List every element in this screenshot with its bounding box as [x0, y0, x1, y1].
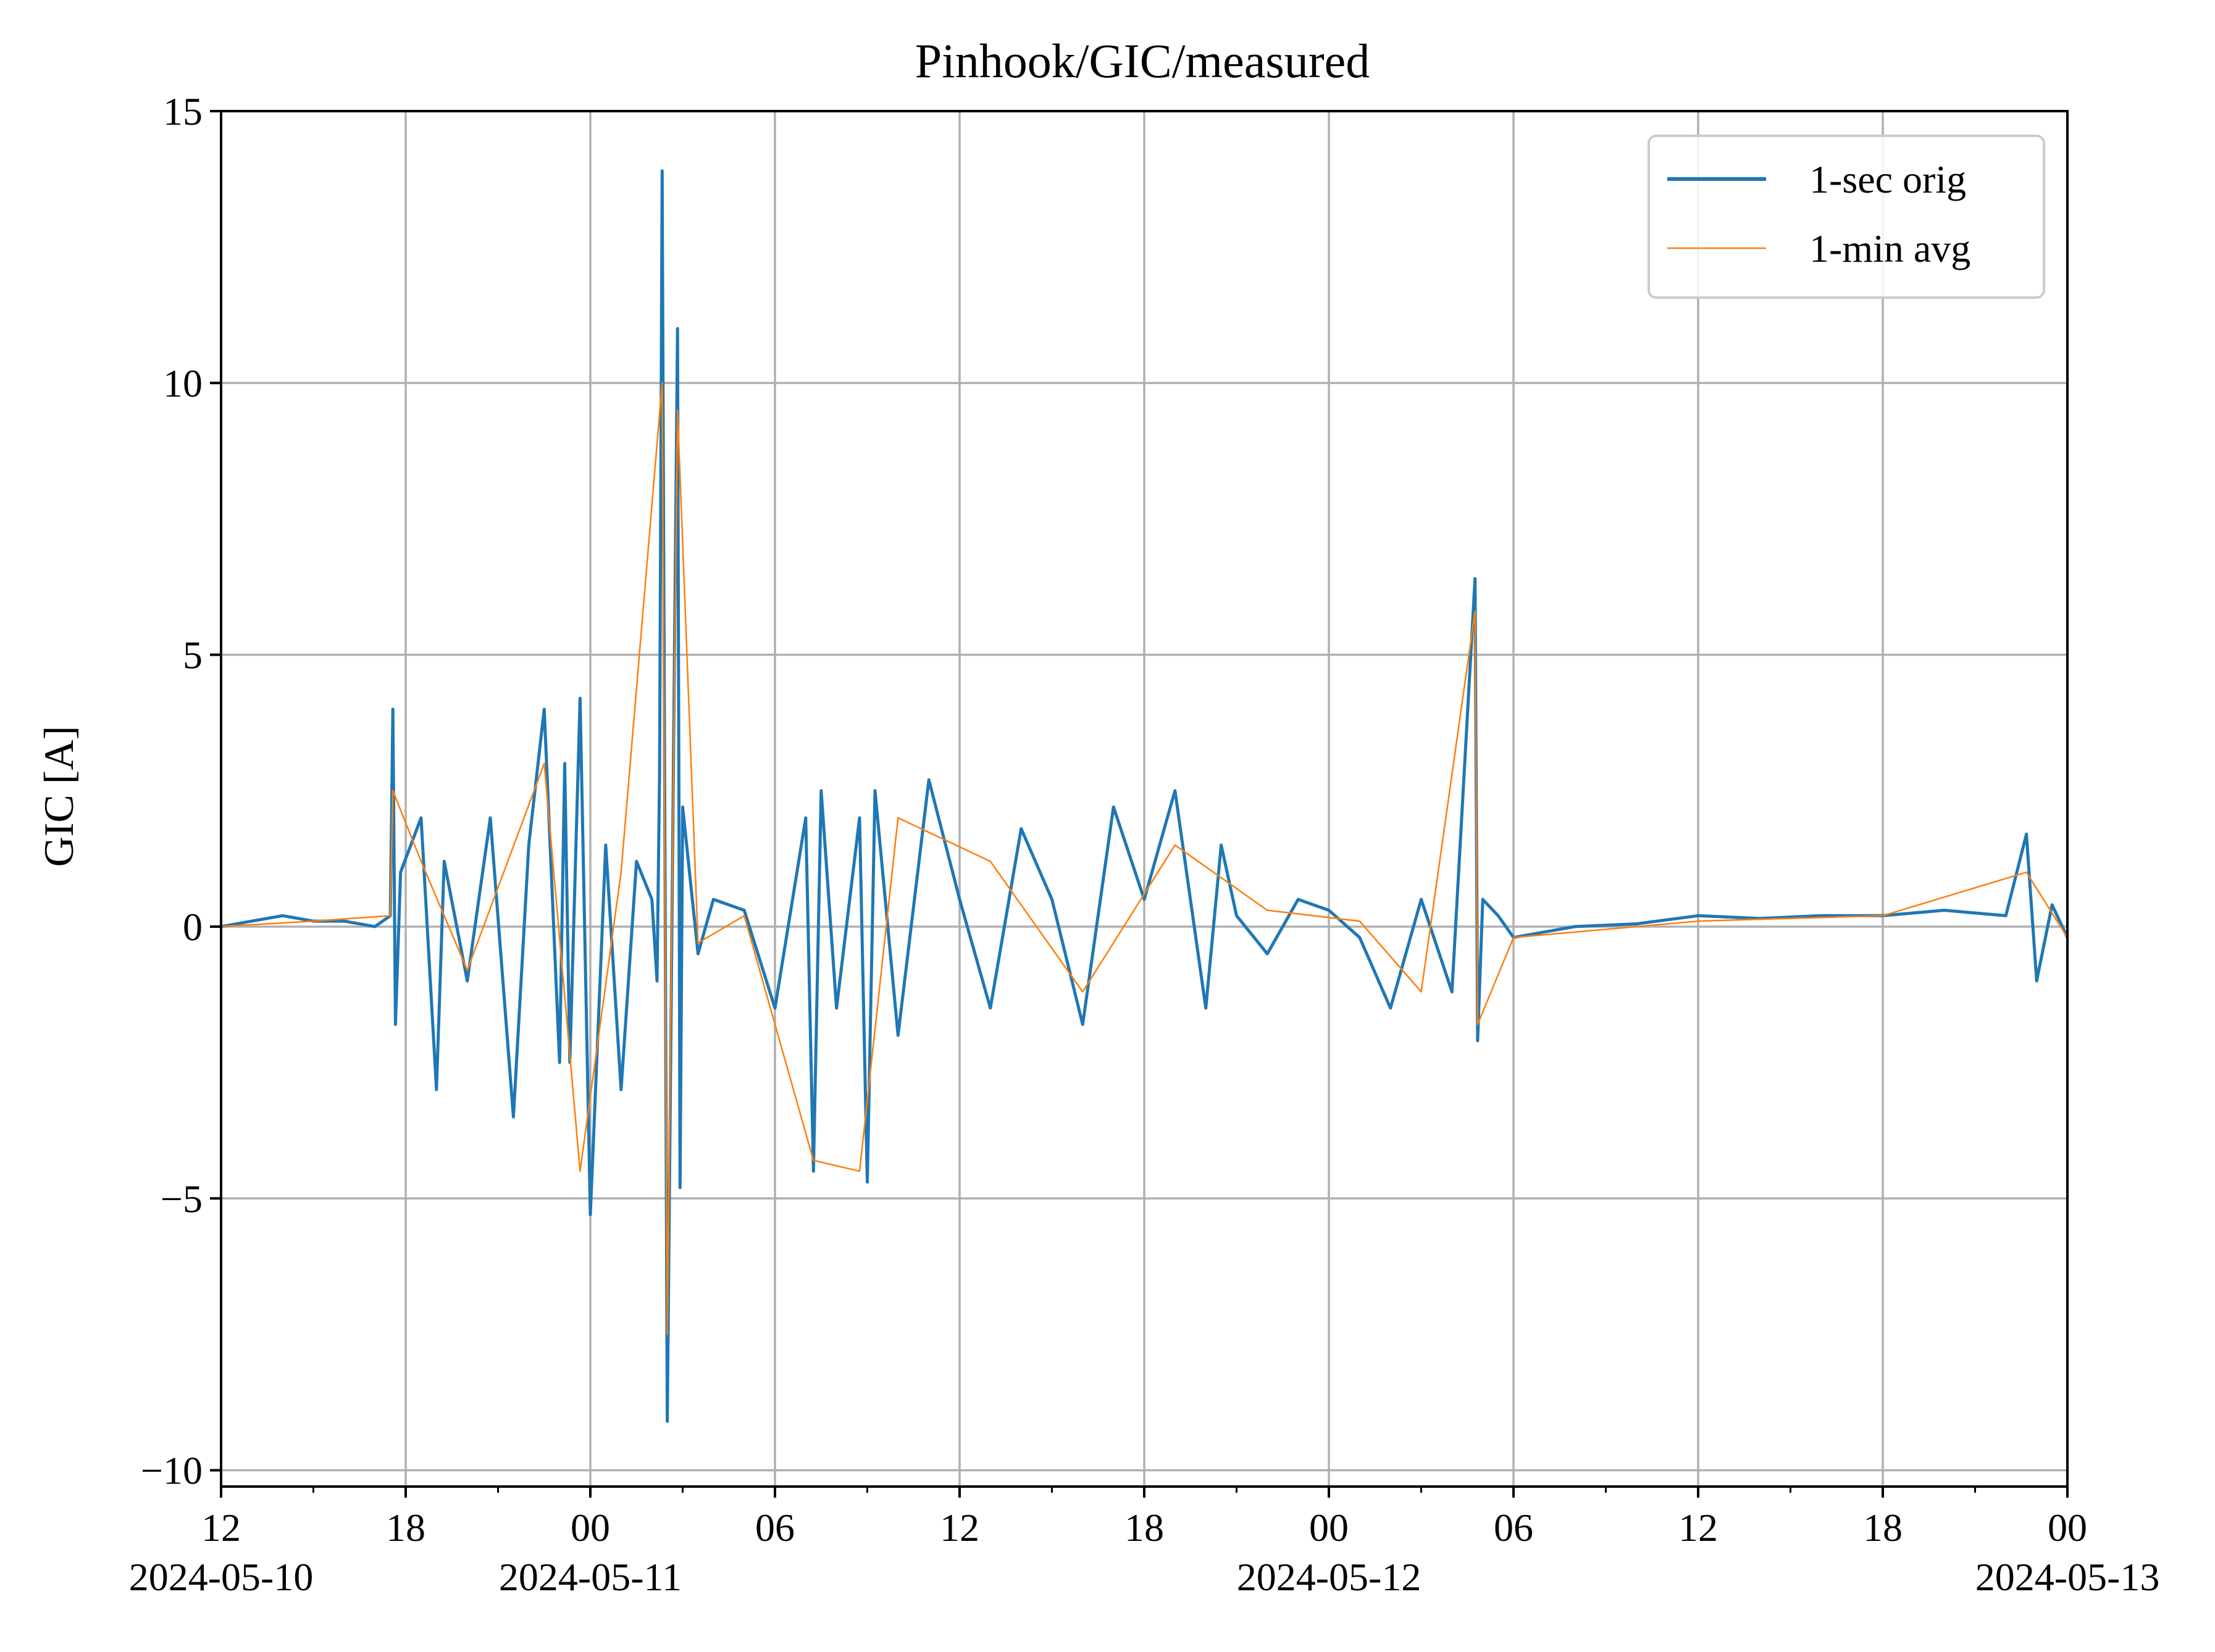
x-tick-label: 12 [201, 1506, 241, 1550]
x-tick-label: 00 [1309, 1506, 1349, 1550]
x-tick-label: 12 [940, 1506, 979, 1550]
y-tick-label: 5 [183, 633, 203, 677]
y-tick-label: −5 [161, 1177, 203, 1220]
legend-label-1-sec-orig: 1-sec orig [1809, 157, 1966, 201]
x-tick-date-label: 2024-05-10 [129, 1555, 314, 1599]
y-tick-label: 15 [163, 90, 203, 133]
x-tick-date-label: 2024-05-12 [1237, 1555, 1422, 1599]
x-tick-label: 00 [2048, 1506, 2087, 1550]
y-axis: 15 10 5 0 −5 −10 [141, 90, 221, 1493]
y-tick-label: 0 [183, 905, 203, 949]
x-tick-label: 18 [1863, 1506, 1903, 1550]
legend: 1-sec orig 1-min avg [1648, 135, 2045, 299]
x-axis: 12 2024-05-10 18 00 2024-05-11 06 12 18 00 2024-0… [129, 1487, 2160, 1599]
y-tick-label: −10 [141, 1449, 203, 1493]
x-tick-label: 00 [571, 1506, 610, 1550]
x-tick-label: 06 [1494, 1506, 1533, 1550]
chart-title: Pinhook/GIC/measured [915, 34, 1370, 88]
y-tick-label: 10 [163, 361, 203, 405]
y-axis-label: GIC [A] [35, 726, 82, 867]
x-tick-label: 18 [1124, 1506, 1164, 1550]
x-tick-date-label: 2024-05-11 [499, 1555, 682, 1599]
x-tick-label: 18 [386, 1506, 425, 1550]
x-tick-label: 06 [755, 1506, 795, 1550]
grid [220, 110, 2069, 1487]
series-line-1-sec-orig [220, 169, 2069, 1423]
legend-box [1648, 135, 2045, 299]
legend-label-1-min-avg: 1-min avg [1809, 227, 1970, 270]
series-line-1-min-avg [220, 382, 2069, 1335]
x-tick-label: 12 [1678, 1506, 1718, 1550]
series-layer [220, 169, 2069, 1423]
x-tick-date-label: 2024-05-13 [1975, 1555, 2160, 1599]
